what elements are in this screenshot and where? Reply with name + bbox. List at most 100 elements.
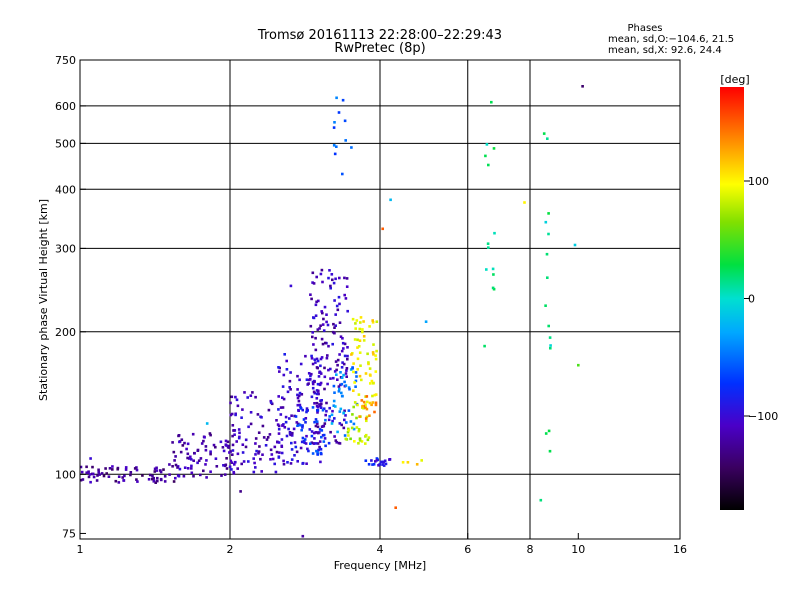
- data-point: [305, 462, 308, 465]
- colorbar-tick-label: 100: [748, 175, 769, 188]
- data-point: [189, 455, 192, 459]
- data-point: [352, 370, 355, 374]
- data-point: [311, 331, 314, 334]
- data-point: [328, 406, 331, 410]
- data-point: [209, 433, 212, 437]
- data-point: [152, 476, 155, 480]
- data-point: [223, 473, 227, 476]
- data-point: [366, 400, 369, 404]
- data-point: [337, 111, 341, 114]
- data-point: [357, 393, 361, 396]
- data-point: [342, 362, 346, 366]
- data-point: [335, 368, 338, 372]
- data-point: [159, 469, 162, 472]
- data-point: [182, 474, 186, 478]
- data-point: [243, 391, 246, 394]
- data-point: [313, 358, 317, 361]
- data-point: [338, 302, 341, 306]
- data-point: [259, 457, 262, 461]
- data-point: [356, 368, 359, 371]
- data-point: [346, 309, 349, 313]
- data-point: [316, 425, 320, 429]
- data-point: [186, 442, 190, 446]
- data-point: [371, 319, 374, 322]
- data-point: [362, 320, 365, 323]
- data-point: [332, 322, 335, 326]
- data-point: [320, 356, 324, 359]
- data-point: [352, 427, 356, 431]
- data-point: [330, 273, 334, 276]
- data-point: [369, 374, 372, 377]
- data-point: [332, 404, 336, 407]
- data-point: [255, 449, 258, 453]
- data-point: [364, 442, 367, 445]
- data-point: [357, 428, 361, 431]
- data-point: [344, 297, 348, 300]
- data-point: [124, 468, 128, 471]
- data-point: [79, 478, 83, 482]
- data-point: [366, 438, 370, 442]
- data-point: [348, 387, 351, 391]
- data-point: [367, 436, 371, 439]
- data-point: [371, 401, 375, 404]
- data-point: [323, 305, 327, 309]
- data-point: [305, 407, 309, 410]
- data-point: [330, 413, 334, 417]
- data-point: [249, 411, 253, 414]
- data-point: [147, 478, 151, 481]
- data-point: [244, 438, 248, 442]
- data-point: [129, 473, 132, 477]
- data-point: [181, 444, 185, 447]
- data-point: [320, 429, 324, 432]
- data-point: [321, 408, 325, 412]
- data-point: [244, 445, 248, 449]
- data-point: [202, 439, 205, 443]
- y-axis-label: Stationary phase Virtual Height [km]: [37, 199, 50, 401]
- data-point: [321, 425, 325, 428]
- data-point: [297, 394, 301, 398]
- data-point: [415, 463, 419, 466]
- data-point: [229, 413, 233, 417]
- data-point: [251, 391, 254, 394]
- data-point: [333, 121, 336, 124]
- data-point: [349, 437, 352, 441]
- data-point: [365, 407, 369, 411]
- data-point: [493, 231, 496, 235]
- data-point: [257, 450, 261, 453]
- x-axis-label: Frequency [MHz]: [334, 559, 426, 572]
- data-point: [544, 432, 548, 435]
- data-point: [232, 429, 235, 432]
- data-point: [364, 403, 367, 407]
- data-point: [581, 85, 584, 88]
- data-point: [277, 424, 281, 428]
- data-point: [133, 467, 137, 470]
- data-point: [343, 354, 347, 358]
- data-point: [275, 450, 279, 454]
- y-tick-label: 750: [55, 54, 76, 67]
- data-point: [345, 369, 348, 372]
- data-point: [548, 449, 552, 453]
- data-point: [311, 362, 315, 366]
- data-point: [349, 368, 353, 371]
- data-point: [371, 321, 375, 324]
- data-point: [317, 448, 320, 452]
- data-point: [339, 407, 343, 411]
- data-point: [354, 379, 358, 383]
- data-point: [247, 425, 250, 429]
- data-point: [294, 445, 298, 449]
- data-point: [282, 462, 286, 466]
- data-point: [335, 373, 338, 376]
- data-point: [347, 386, 351, 389]
- data-point: [358, 374, 362, 378]
- data-point: [299, 446, 303, 450]
- data-point: [372, 343, 375, 346]
- data-point: [249, 394, 253, 397]
- data-point: [89, 457, 92, 460]
- data-point: [252, 457, 255, 460]
- data-point: [309, 378, 312, 381]
- data-point: [296, 374, 299, 378]
- data-point: [254, 395, 257, 399]
- data-point: [331, 342, 334, 346]
- data-point: [371, 394, 374, 398]
- data-point: [252, 470, 256, 474]
